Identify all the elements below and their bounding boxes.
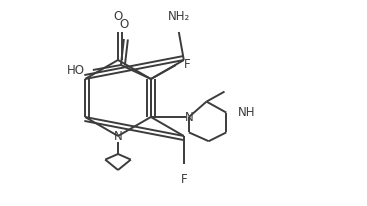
Text: NH: NH [238,106,256,119]
Text: NH₂: NH₂ [168,10,190,23]
Text: O: O [119,18,128,31]
Text: F: F [184,59,190,71]
Text: F: F [181,173,187,186]
Text: N: N [114,130,122,143]
Text: HO: HO [67,63,85,76]
Text: N: N [185,110,193,124]
Text: O: O [113,10,123,23]
